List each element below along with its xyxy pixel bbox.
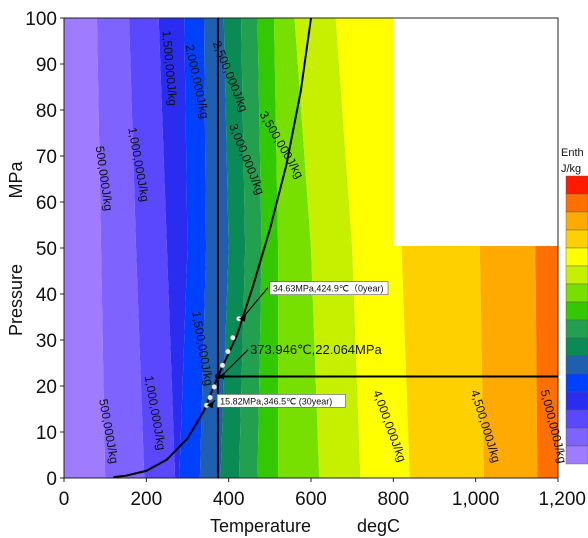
x-axis: 0 200 400 600 800 1,000 1,200 [59, 478, 586, 510]
annotations: 34.63MPa,424.9℃（0year) 373.946℃,22.064MPa… [206, 281, 389, 409]
annotation-label: 34.63MPa,424.9℃（0year) [273, 284, 384, 294]
trajectory-point [207, 394, 213, 401]
annotation-arrowhead [206, 401, 214, 409]
annotation-box [269, 281, 389, 296]
legend-title-line2: J/kg [561, 163, 581, 175]
y-tick-label: 10 [36, 423, 57, 444]
x-tick-label: 1,000 [452, 489, 500, 510]
legend-swatch [565, 319, 588, 339]
enthalpy-band [238, 18, 262, 478]
annotation-label: 373.946℃,22.064MPa [250, 342, 382, 357]
legend-swatch [565, 355, 588, 375]
enthalpy-band [129, 18, 176, 478]
enthalpy-band [64, 18, 106, 478]
annotation-arrowhead [238, 314, 246, 322]
enthalpy-band [179, 18, 207, 478]
x-tick-label: 600 [295, 489, 327, 510]
y-tick-label: 80 [36, 101, 57, 122]
annotation-arrow [241, 287, 269, 320]
y-axis-title: Pressure [6, 264, 26, 336]
annotation-box [216, 394, 346, 408]
legend-swatch [565, 247, 588, 267]
enthalpy-band [96, 18, 145, 478]
legend: Enth J/kg [561, 147, 588, 465]
y-tick-label: 70 [36, 147, 57, 168]
legend-swatch [565, 337, 588, 357]
enthalpy-bands [64, 18, 558, 478]
y-tick-label: 100 [25, 9, 57, 30]
x-tick-label: 200 [130, 489, 162, 510]
x-tick-label: 400 [213, 489, 245, 510]
legend-swatch [565, 373, 588, 393]
x-tick-label: 1,200 [538, 489, 586, 510]
annotation-label: 15.82MPa,346.5℃ (30year) [220, 396, 332, 406]
y-tick-label: 20 [36, 377, 57, 398]
trajectory-point [224, 348, 231, 355]
x-tick-label: 800 [377, 489, 409, 510]
x-axis-unit: degC [357, 516, 400, 536]
trajectory-point [211, 384, 218, 390]
enthalpy-band [158, 18, 188, 478]
trajectory-point [229, 334, 236, 341]
x-axis-title: Temperature [210, 516, 311, 536]
x-tick-label: 0 [59, 489, 70, 510]
contour-label: 1,500,000J/kg [159, 30, 180, 106]
y-axis-unit: MPa [6, 161, 26, 199]
y-tick-label: 0 [46, 469, 57, 490]
legend-swatch [565, 229, 588, 249]
legend-swatch [565, 445, 588, 465]
enthalpy-band [294, 18, 361, 478]
enthalpy-band [273, 18, 320, 478]
legend-swatch [565, 265, 588, 285]
legend-swatch [565, 211, 588, 231]
legend-swatch [565, 301, 588, 321]
trajectory-point [219, 362, 226, 369]
legend-swatch [565, 283, 588, 303]
enthalpy-band [220, 18, 246, 478]
y-tick-label: 40 [36, 285, 57, 306]
legend-swatch [565, 391, 588, 411]
legend-swatch [565, 193, 588, 213]
legend-swatch [565, 175, 588, 195]
y-tick-label: 30 [36, 331, 57, 352]
enthalpy-band [335, 18, 410, 478]
annotation-arrow [220, 349, 249, 377]
y-axis: 0 10 20 30 40 50 60 70 80 90 100 [25, 9, 64, 490]
blank-region [393, 18, 558, 246]
y-tick-label: 60 [36, 193, 57, 214]
y-tick-label: 90 [36, 55, 57, 76]
annotation-arrowhead [217, 372, 225, 380]
legend-title-line1: Enth [561, 147, 584, 159]
legend-swatches [565, 175, 588, 465]
y-tick-label: 50 [36, 239, 57, 260]
legend-swatch [565, 427, 588, 447]
enthalpy-band [257, 18, 279, 478]
legend-swatch [565, 409, 588, 429]
